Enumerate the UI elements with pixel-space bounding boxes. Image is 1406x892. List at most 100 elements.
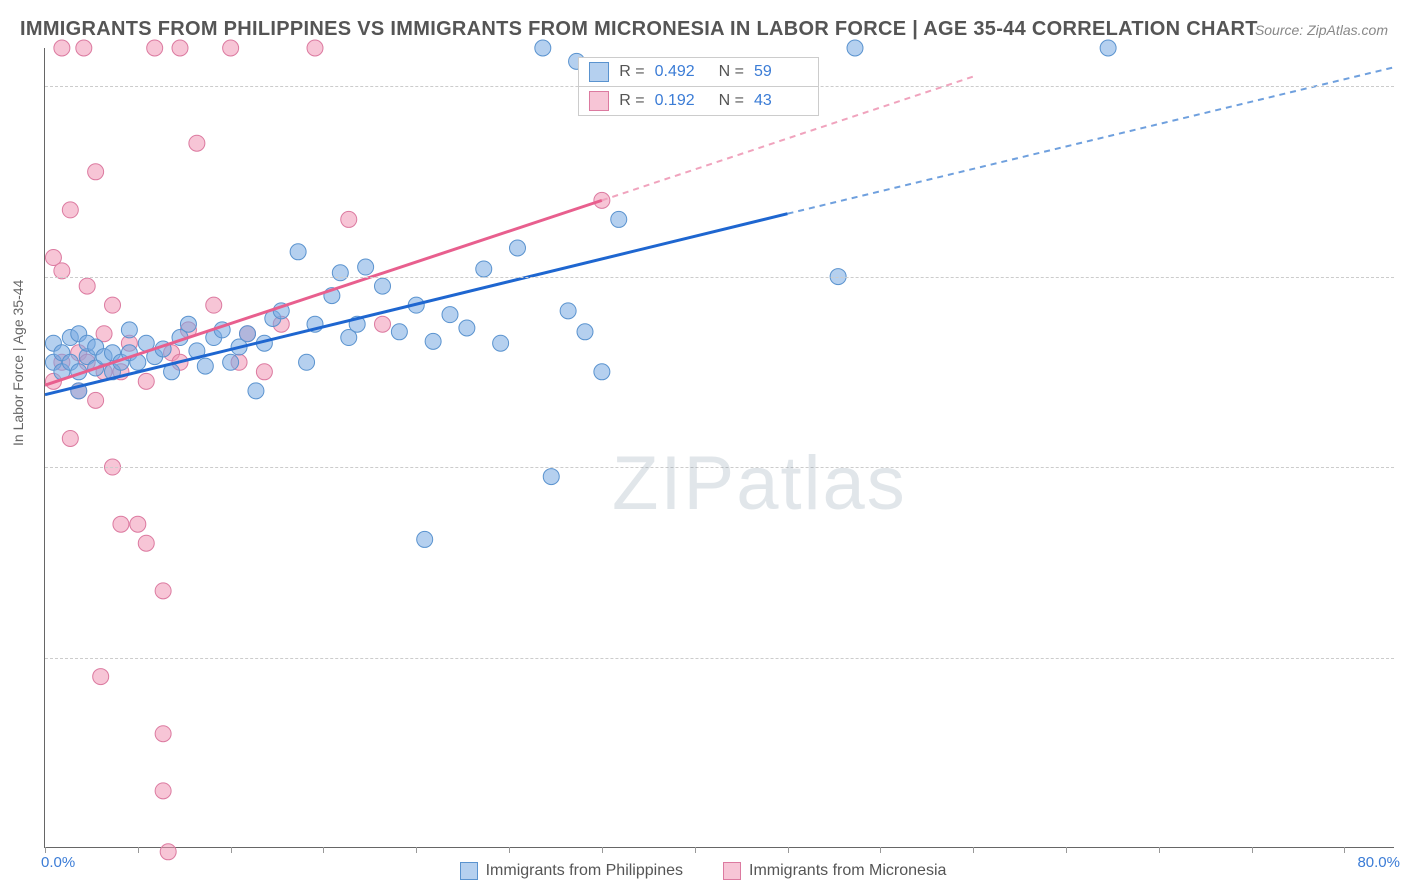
legend-swatch-micronesia — [723, 862, 741, 880]
chart-title: IMMIGRANTS FROM PHILIPPINES VS IMMIGRANT… — [20, 18, 1258, 41]
trendline-micronesia — [45, 200, 602, 385]
data-point-micronesia — [113, 516, 129, 532]
x-tick — [695, 847, 696, 853]
data-point-philippines — [180, 316, 196, 332]
legend-swatch-philippines — [460, 862, 478, 880]
data-point-micronesia — [54, 40, 70, 56]
data-point-philippines — [375, 278, 391, 294]
correlation-swatch-micronesia — [589, 91, 609, 111]
correlation-legend: R = 0.492 N = 59 R = 0.192 N = 43 — [578, 58, 819, 116]
x-tick — [1252, 847, 1253, 853]
x-tick — [138, 847, 139, 853]
data-point-micronesia — [223, 40, 239, 56]
source-attribution: Source: ZipAtlas.com — [1255, 22, 1388, 38]
gridline-h — [45, 277, 1394, 278]
data-point-micronesia — [160, 844, 176, 860]
legend-label-philippines: Immigrants from Philippines — [486, 862, 683, 880]
data-point-micronesia — [105, 297, 121, 313]
data-point-philippines — [332, 265, 348, 281]
plot-svg — [45, 48, 1394, 847]
data-point-philippines — [290, 244, 306, 260]
data-point-micronesia — [256, 364, 272, 380]
data-point-micronesia — [155, 783, 171, 799]
data-point-philippines — [1100, 40, 1116, 56]
correlation-swatch-philippines — [589, 62, 609, 82]
data-point-philippines — [248, 383, 264, 399]
data-point-micronesia — [307, 40, 323, 56]
data-point-micronesia — [375, 316, 391, 332]
y-tick-label: 90.0% — [1401, 268, 1406, 285]
y-tick-label: 70.0% — [1401, 649, 1406, 666]
data-point-philippines — [391, 324, 407, 340]
x-tick — [45, 847, 46, 853]
data-point-micronesia — [76, 40, 92, 56]
data-point-philippines — [493, 335, 509, 351]
legend-label-micronesia: Immigrants from Micronesia — [749, 862, 946, 880]
trendline-ext-philippines — [788, 67, 1396, 214]
plot-area: 70.0%80.0%90.0%100.0%0.0%80.0%ZIPatlasR … — [44, 48, 1394, 848]
data-point-philippines — [197, 358, 213, 374]
data-point-philippines — [121, 322, 137, 338]
data-point-philippines — [459, 320, 475, 336]
gridline-h — [45, 658, 1394, 659]
n-label: N = — [719, 63, 744, 81]
data-point-philippines — [358, 259, 374, 275]
data-point-micronesia — [62, 202, 78, 218]
data-point-micronesia — [172, 40, 188, 56]
r-value-micronesia: 0.192 — [655, 92, 709, 110]
data-point-philippines — [476, 261, 492, 277]
r-value-philippines: 0.492 — [655, 63, 709, 81]
data-point-micronesia — [147, 40, 163, 56]
data-point-philippines — [510, 240, 526, 256]
data-point-micronesia — [62, 430, 78, 446]
data-point-philippines — [442, 307, 458, 323]
x-tick — [1344, 847, 1345, 853]
data-point-micronesia — [206, 297, 222, 313]
data-point-micronesia — [93, 669, 109, 685]
data-point-philippines — [535, 40, 551, 56]
data-point-philippines — [594, 364, 610, 380]
data-point-philippines — [223, 354, 239, 370]
data-point-micronesia — [138, 373, 154, 389]
x-tick — [1159, 847, 1160, 853]
x-tick — [1066, 847, 1067, 853]
x-tick — [788, 847, 789, 853]
data-point-philippines — [611, 211, 627, 227]
bottom-legend: Immigrants from Philippines Immigrants f… — [0, 862, 1406, 880]
x-tick — [416, 847, 417, 853]
x-tick — [880, 847, 881, 853]
data-point-philippines — [543, 469, 559, 485]
data-point-micronesia — [155, 583, 171, 599]
trendline-philippines — [45, 214, 788, 395]
data-point-philippines — [417, 531, 433, 547]
data-point-micronesia — [88, 164, 104, 180]
correlation-row-philippines: R = 0.492 N = 59 — [578, 57, 819, 87]
y-tick-label: 80.0% — [1401, 459, 1406, 476]
n-value-micronesia: 43 — [754, 92, 808, 110]
data-point-micronesia — [189, 135, 205, 151]
data-point-micronesia — [341, 211, 357, 227]
data-point-philippines — [847, 40, 863, 56]
x-tick — [973, 847, 974, 853]
x-tick — [231, 847, 232, 853]
legend-item-micronesia: Immigrants from Micronesia — [723, 862, 946, 880]
r-label: R = — [619, 92, 644, 110]
y-axis-title: In Labor Force | Age 35-44 — [10, 280, 26, 446]
x-tick — [602, 847, 603, 853]
legend-item-philippines: Immigrants from Philippines — [460, 862, 683, 880]
data-point-philippines — [240, 326, 256, 342]
data-point-philippines — [560, 303, 576, 319]
gridline-h — [45, 467, 1394, 468]
x-tick — [323, 847, 324, 853]
data-point-micronesia — [130, 516, 146, 532]
data-point-philippines — [299, 354, 315, 370]
data-point-philippines — [577, 324, 593, 340]
r-label: R = — [619, 63, 644, 81]
n-label: N = — [719, 92, 744, 110]
data-point-micronesia — [88, 392, 104, 408]
x-tick — [509, 847, 510, 853]
data-point-micronesia — [155, 726, 171, 742]
correlation-row-micronesia: R = 0.192 N = 43 — [578, 86, 819, 116]
data-point-philippines — [425, 333, 441, 349]
n-value-philippines: 59 — [754, 63, 808, 81]
